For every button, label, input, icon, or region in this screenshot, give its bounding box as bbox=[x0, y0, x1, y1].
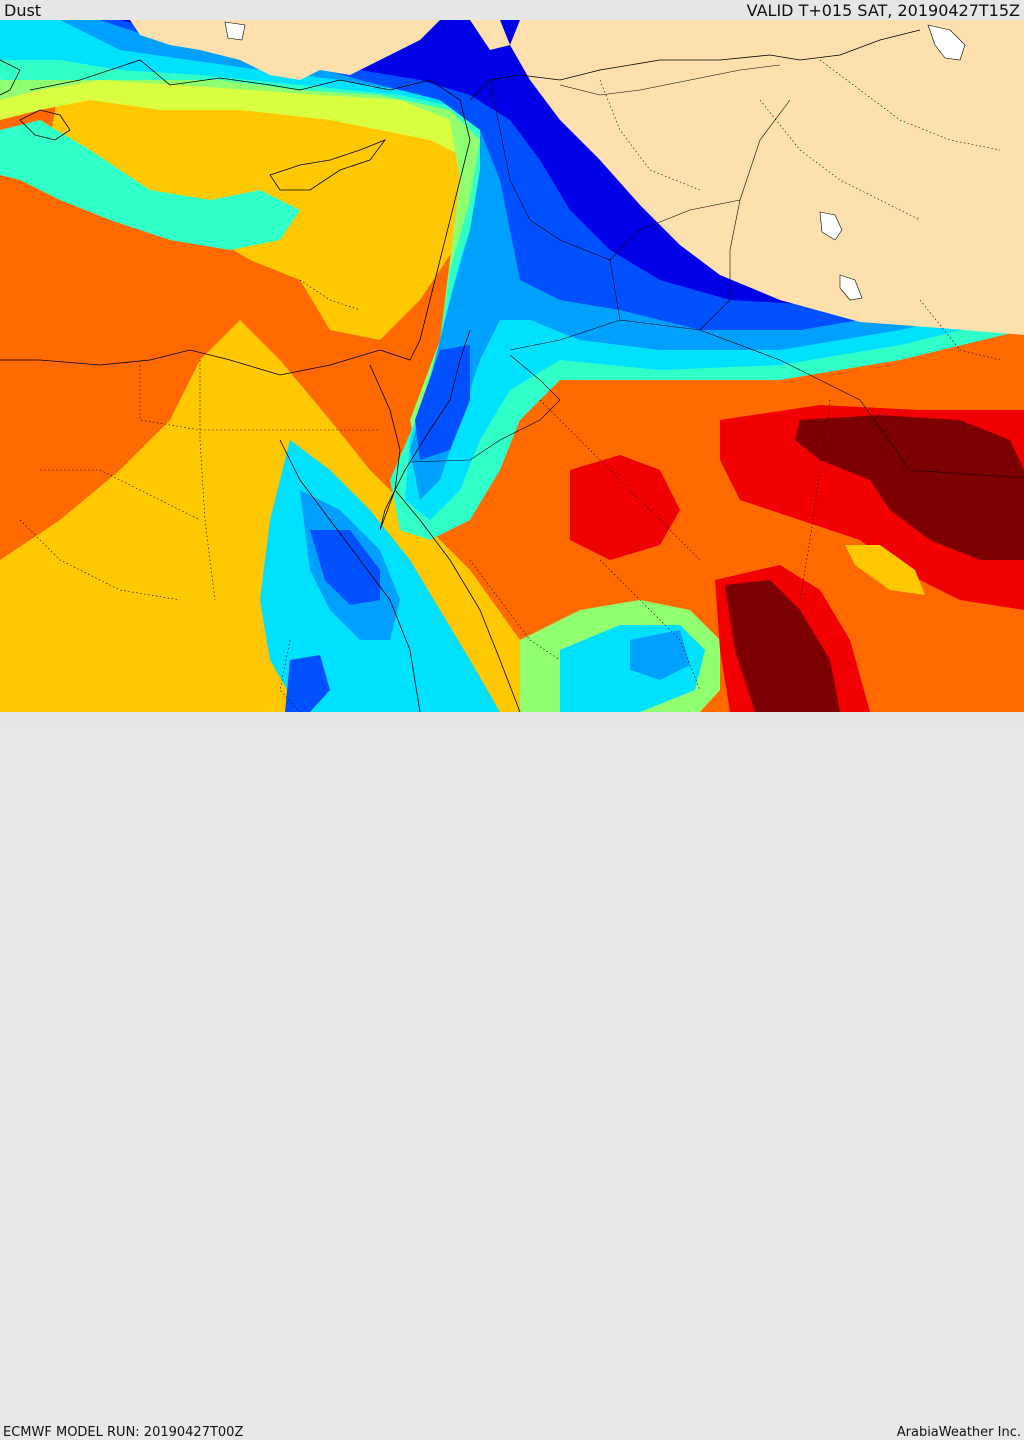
dust-forecast-map[interactable] bbox=[0, 20, 1024, 712]
no-data-land-east bbox=[510, 20, 1024, 335]
no-data-land-north bbox=[130, 20, 440, 80]
no-data-land-north-east bbox=[470, 20, 510, 50]
map-field-title: Dust bbox=[4, 1, 42, 20]
country-borders bbox=[409, 64, 1024, 479]
red-sea-clean-air-deepblue bbox=[310, 530, 380, 605]
coastlines bbox=[0, 29, 921, 712]
red-sea-south-blue bbox=[285, 655, 330, 712]
province-borders bbox=[19, 59, 1001, 712]
footer-bar: ECMWF MODEL RUN: 20190427T00Z ArabiaWeat… bbox=[0, 712, 1024, 1440]
model-run-label: ECMWF MODEL RUN: 20190427T00Z bbox=[3, 1425, 244, 1440]
lake-3 bbox=[224, 21, 246, 41]
lake-2 bbox=[839, 274, 863, 301]
dust-level-red-central bbox=[570, 455, 680, 560]
dust-level-darkred-south bbox=[725, 580, 840, 712]
southern-clean-air-blue bbox=[630, 630, 690, 680]
dust-level-aqua-west bbox=[0, 120, 300, 250]
dust-level-darkred bbox=[795, 415, 1024, 560]
header-bar: Dust VALID T+015 SAT, 20190427T15Z bbox=[0, 0, 1024, 20]
lake-1 bbox=[819, 211, 843, 241]
valid-time-label: VALID T+015 SAT, 20190427T15Z bbox=[746, 1, 1020, 20]
dust-level-yellow-east bbox=[845, 545, 925, 595]
lake-caspian-south bbox=[927, 24, 966, 61]
credit-label: ArabiaWeather Inc. bbox=[896, 1425, 1021, 1440]
